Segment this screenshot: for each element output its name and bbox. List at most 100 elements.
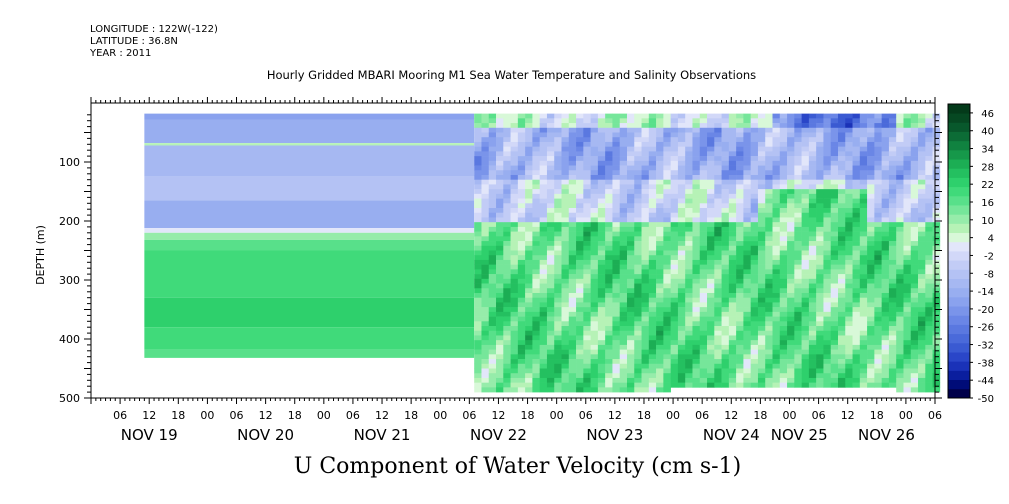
- heatmap-cell: [837, 156, 846, 162]
- heatmap-cell: [779, 208, 788, 214]
- heatmap-cell: [496, 316, 504, 322]
- heatmap-cell: [583, 189, 591, 195]
- heatmap-cell: [525, 118, 533, 124]
- heatmap-cell: [503, 189, 511, 195]
- heatmap-cell: [677, 193, 686, 199]
- heatmap-cell: [685, 302, 693, 308]
- heatmap-cell: [546, 359, 555, 365]
- heatmap-cell: [583, 377, 591, 383]
- colorbar-swatch: [948, 361, 970, 371]
- heatmap-cell: [619, 241, 628, 247]
- heatmap-cell: [874, 316, 882, 322]
- heatmap-cell: [488, 297, 497, 303]
- heatmap-cell: [816, 250, 824, 256]
- heatmap-cell: [546, 160, 555, 166]
- heatmap-cell: [787, 212, 795, 218]
- heatmap-cell: [874, 137, 882, 143]
- heatmap-cell: [736, 349, 744, 355]
- heatmap-cell: [554, 340, 562, 346]
- heatmap-cell: [881, 198, 890, 204]
- heatmap-cell: [867, 198, 875, 204]
- heatmap-cell: [597, 349, 606, 355]
- heatmap-cell: [597, 231, 606, 237]
- x-tick-label: 00: [782, 409, 796, 422]
- heatmap-cell: [626, 368, 635, 374]
- heatmap-cell: [736, 269, 744, 275]
- heatmap-cell: [779, 269, 788, 275]
- heatmap-cell: [845, 292, 853, 298]
- heatmap-cell: [837, 113, 846, 119]
- heatmap-cell: [656, 387, 664, 393]
- heatmap-cell: [707, 316, 715, 322]
- heatmap-cell: [845, 189, 853, 195]
- heatmap-cell: [852, 170, 861, 176]
- heatmap-cell: [496, 184, 504, 190]
- heatmap-cell: [750, 292, 759, 298]
- heatmap-cell: [852, 118, 861, 124]
- heatmap-cell: [685, 382, 693, 388]
- heatmap-cell: [532, 250, 540, 256]
- heatmap-cell: [736, 382, 744, 388]
- y-tick-label: 500: [59, 392, 80, 405]
- heatmap-cell: [867, 250, 875, 256]
- heatmap-cell: [612, 236, 621, 242]
- heatmap-cell: [859, 349, 868, 355]
- heatmap-cell: [656, 208, 664, 214]
- heatmap-cell: [903, 236, 912, 242]
- heatmap-cell: [743, 288, 751, 294]
- heatmap-cell: [779, 330, 788, 336]
- heatmap-cell: [656, 269, 664, 275]
- heatmap-cell: [852, 311, 861, 317]
- heatmap-cell: [728, 146, 737, 152]
- heatmap-cell: [801, 217, 810, 223]
- heatmap-cell: [612, 160, 621, 166]
- heatmap-cell: [881, 241, 890, 247]
- heatmap-cell: [867, 141, 875, 147]
- heatmap-cell: [605, 241, 613, 247]
- heatmap-cell: [910, 212, 919, 218]
- heatmap-cell: [896, 123, 904, 129]
- heatmap-cell: [692, 363, 701, 369]
- heatmap-cell: [605, 226, 613, 232]
- heatmap-cell: [787, 156, 795, 162]
- heatmap-cell: [779, 340, 788, 346]
- heatmap-cell: [670, 349, 679, 355]
- heatmap-cell: [772, 146, 781, 152]
- heatmap-cell: [830, 141, 839, 147]
- heatmap-cell: [597, 344, 606, 350]
- heatmap-cell: [721, 179, 730, 185]
- x-tick-label: 18: [288, 409, 302, 422]
- heatmap-cell: [605, 113, 613, 119]
- heatmap-cell: [874, 326, 882, 332]
- heatmap-cell: [925, 382, 933, 388]
- heatmap-cell: [816, 165, 824, 171]
- heatmap-cell: [634, 264, 642, 270]
- heatmap-cell: [525, 113, 533, 119]
- heatmap-cell: [590, 344, 599, 350]
- heatmap-cell: [641, 198, 650, 204]
- heatmap-cell: [605, 274, 613, 280]
- x-tick-label: 00: [200, 409, 214, 422]
- heatmap-cell: [590, 387, 599, 393]
- heatmap-cell: [503, 127, 511, 133]
- heatmap-cell: [750, 321, 759, 327]
- heatmap-cell: [503, 203, 511, 209]
- heatmap-cell: [546, 283, 555, 289]
- heatmap-cell: [626, 245, 635, 251]
- heatmap-cell: [808, 118, 817, 124]
- heatmap-cell: [801, 146, 810, 152]
- heatmap-cell: [808, 203, 817, 209]
- heatmap-cell: [474, 165, 482, 171]
- heatmap-cell: [736, 278, 744, 284]
- heatmap-cell: [794, 146, 802, 152]
- heatmap-cell: [794, 316, 802, 322]
- heatmap-cell: [801, 179, 810, 185]
- heatmap-cell: [910, 174, 919, 180]
- heatmap-cell: [787, 264, 795, 270]
- heatmap-cell: [903, 222, 912, 228]
- heatmap-cell: [510, 359, 519, 365]
- heatmap-cell: [496, 274, 504, 280]
- heatmap-cell: [794, 340, 802, 346]
- heatmap-cell: [852, 288, 861, 294]
- heatmap-cell: [583, 278, 591, 284]
